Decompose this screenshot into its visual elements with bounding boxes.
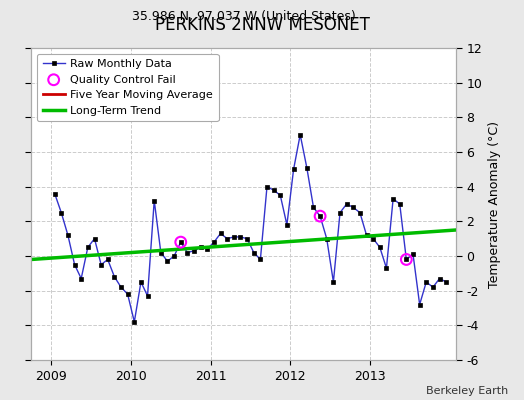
Legend: Raw Monthly Data, Quality Control Fail, Five Year Moving Average, Long-Term Tren: Raw Monthly Data, Quality Control Fail, … — [37, 54, 219, 121]
Raw Monthly Data — [131, 320, 137, 324]
Y-axis label: Temperature Anomaly (°C): Temperature Anomaly (°C) — [488, 120, 501, 288]
Raw Monthly Data — [310, 205, 316, 210]
Quality Control Fail — [316, 213, 324, 219]
Raw Monthly Data — [297, 132, 303, 137]
Raw Monthly Data — [51, 191, 58, 196]
Text: PERKINS 2NNW MESONET: PERKINS 2NNW MESONET — [155, 16, 369, 34]
Title: 35.986 N, 97.037 W (United States): 35.986 N, 97.037 W (United States) — [132, 10, 356, 23]
Raw Monthly Data — [184, 250, 191, 255]
Raw Monthly Data — [158, 250, 164, 255]
Quality Control Fail — [402, 256, 410, 263]
Raw Monthly Data — [118, 285, 124, 290]
Text: Berkeley Earth: Berkeley Earth — [426, 386, 508, 396]
Raw Monthly Data — [443, 280, 449, 284]
Quality Control Fail — [177, 239, 185, 245]
Line: Raw Monthly Data: Raw Monthly Data — [52, 132, 448, 324]
Raw Monthly Data — [191, 248, 197, 253]
Raw Monthly Data — [171, 254, 177, 258]
